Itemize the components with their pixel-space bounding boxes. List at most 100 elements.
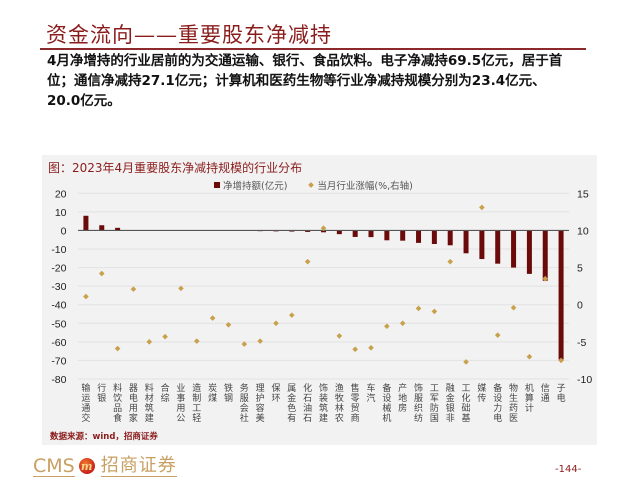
- y-axis-tick-label: -30: [51, 281, 66, 293]
- x-axis-label-char: 信: [540, 384, 550, 394]
- scatter-point: [257, 338, 263, 344]
- x-axis-label: 保环: [270, 384, 282, 404]
- y-axis-tick-label: -10: [51, 244, 66, 256]
- x-axis-label-char: 铁: [223, 384, 233, 394]
- summary-paragraph: 4月净增持的行业居前的为交通运输、银行、食品饮料。电子净减持69.5亿元，居于首…: [47, 51, 595, 111]
- x-axis-label: 饰服织纺: [413, 384, 425, 424]
- y2-axis-tick-label: 15: [577, 188, 589, 200]
- bar: [447, 230, 453, 246]
- x-axis-label-char: 非: [445, 414, 455, 424]
- y2-axis-tick-label: 5: [577, 263, 583, 275]
- x-axis-label-char: 轻: [192, 414, 202, 424]
- x-axis-label-char: 品: [113, 404, 123, 414]
- x-axis-label-char: 筑: [144, 404, 154, 414]
- x-axis-label-char: 基: [461, 414, 471, 424]
- x-axis-label: 化石油石: [302, 384, 314, 424]
- bar: [431, 230, 437, 244]
- y2-axis-tick-label: -5: [577, 337, 586, 349]
- x-axis-label-char: 械: [382, 404, 392, 414]
- y-axis-tick-label: -40: [51, 300, 66, 312]
- x-axis-label-char: 药: [509, 404, 519, 414]
- x-axis-label-char: 务: [239, 384, 249, 394]
- logo-emblem-icon: m: [78, 458, 95, 474]
- x-axis-label-char: 渔: [334, 384, 344, 394]
- x-axis-label-char: 军: [429, 394, 439, 404]
- x-axis-label: 物生药医: [508, 384, 520, 424]
- x-axis-label-char: 工: [192, 404, 202, 414]
- bar: [384, 230, 390, 241]
- x-axis-label-char: 计: [524, 404, 534, 414]
- x-axis-label-char: 纺: [414, 414, 424, 424]
- scatter-point: [273, 320, 279, 327]
- x-axis-label-char: 用: [176, 404, 186, 414]
- scatter-point: [98, 270, 105, 277]
- x-axis-label-char: 油: [303, 404, 313, 414]
- x-axis-label-char: 石: [303, 394, 313, 404]
- page-number: -144-: [555, 464, 582, 475]
- x-axis-label-char: 贸: [350, 404, 360, 414]
- x-axis-label-char: 产: [398, 384, 408, 394]
- y2-axis-tick-label: 0: [577, 300, 583, 312]
- x-axis-label-char: 设: [493, 394, 503, 404]
- bar: [495, 230, 501, 264]
- x-axis-label: 料饮品食: [112, 384, 124, 424]
- legend-bar-label: 净增持额(亿元): [223, 181, 288, 192]
- scatter-point: [146, 339, 153, 345]
- x-axis-label-char: 公: [176, 414, 186, 424]
- x-axis-label-char: 生: [509, 394, 519, 404]
- scatter-point: [178, 285, 184, 292]
- x-axis-label-char: 服: [414, 394, 424, 404]
- x-axis-label-char: 美: [255, 414, 265, 424]
- scatter-point: [558, 357, 564, 364]
- y-axis-tick-label: 20: [55, 188, 67, 200]
- scatter-point: [193, 338, 200, 344]
- scatter-point: [415, 305, 422, 312]
- y-axis-tick-label: -80: [51, 374, 66, 386]
- x-axis-label: 工化础基: [460, 384, 472, 424]
- chart-legend: 净增持额(亿元) 当月行业涨幅(%,右轴): [214, 178, 413, 192]
- y-axis-tick-label: 0: [61, 225, 67, 237]
- x-axis-label: 媒传: [476, 384, 488, 404]
- x-axis-label: 产地房: [397, 384, 409, 414]
- x-axis-label: 渔牧林农: [333, 384, 345, 424]
- x-axis-label-char: 煤: [208, 394, 218, 404]
- logo-company-name: 招商证券: [100, 454, 177, 477]
- y2-axis-tick-label: -10: [577, 374, 592, 386]
- scatter-point: [368, 345, 374, 351]
- x-axis-label-char: 饰: [318, 384, 328, 394]
- bar: [115, 227, 121, 231]
- x-axis-label: 业事用公: [175, 384, 187, 424]
- y-axis-tick-label: -60: [51, 337, 66, 349]
- x-axis-label-char: 色: [287, 404, 297, 414]
- x-axis-label-char: 容: [255, 404, 265, 414]
- bar: [479, 230, 485, 260]
- x-axis-label-char: 汽: [366, 394, 376, 404]
- x-axis-label-char: 服: [239, 394, 249, 404]
- x-axis-label-char: 制: [192, 394, 202, 404]
- scatter-point: [225, 321, 232, 328]
- x-axis-label-char: 保: [271, 384, 281, 394]
- x-axis-label-char: 化: [461, 394, 471, 404]
- x-axis-label-char: 料: [113, 384, 123, 394]
- page-title: 资金流向——重要股东净减持: [46, 23, 332, 47]
- legend-bar-swatch-icon: [214, 182, 220, 188]
- x-axis-label-char: 牧: [334, 394, 344, 404]
- x-axis-label-char: 金: [445, 394, 455, 404]
- scatter-point: [289, 312, 295, 318]
- legend-dot-label: 当月行业涨幅(%,右轴): [317, 181, 413, 192]
- x-axis-label-char: 装: [318, 394, 328, 404]
- x-axis-label-char: 金: [287, 394, 297, 404]
- x-axis-label: 造制工轻: [191, 384, 203, 424]
- x-axis-label-char: 防: [429, 404, 439, 414]
- scatter-point: [526, 353, 533, 360]
- x-axis-label-char: 力: [493, 404, 503, 414]
- company-logo: CMS m 招商证券: [33, 454, 177, 478]
- x-axis-label-char: 器: [128, 384, 138, 394]
- y-axis-tick-label: -50: [51, 318, 66, 330]
- x-axis-label-char: 地: [398, 394, 408, 404]
- scatter-point: [384, 323, 390, 330]
- x-axis-label-char: 子: [556, 384, 566, 394]
- x-axis-label: 料材筑建: [143, 384, 155, 424]
- x-axis-label-char: 工: [461, 384, 471, 394]
